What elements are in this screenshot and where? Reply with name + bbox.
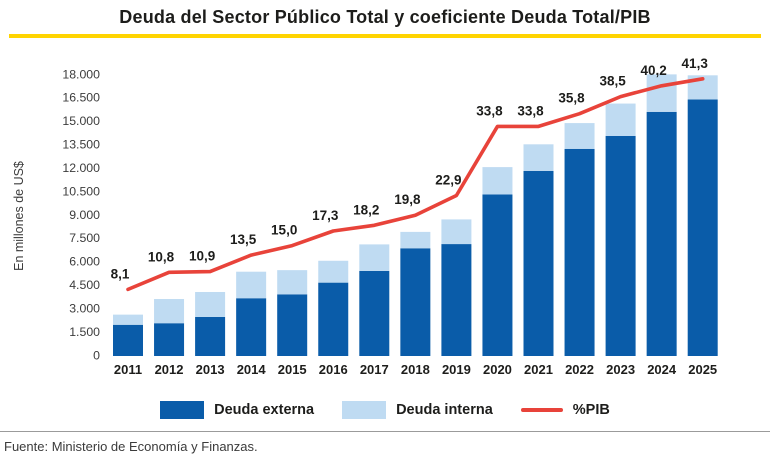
- x-tick-2023: 2023: [606, 362, 635, 377]
- y-tick-label: 3.000: [69, 301, 100, 315]
- pib-value-2014: 13,5: [230, 232, 257, 247]
- deuda-interna-swatch: [342, 401, 387, 419]
- x-tick-2020: 2020: [483, 362, 512, 377]
- pib-line-layer: [126, 77, 705, 292]
- x-axis-years: 2011 2012 2013 2014 2015 2016 2017 2018 2019 2020…: [114, 362, 717, 377]
- pib-value-2015: 15,0: [271, 223, 297, 238]
- y-tick-label: 16.500: [62, 91, 100, 105]
- x-tick-2016: 2016: [319, 362, 348, 377]
- title-underline: [9, 34, 761, 38]
- pib-labels-layer: 8,1 10,8 10,9 13,5 15,0 17,3 18,2 19,8 22,9 33,8 3…: [111, 56, 709, 282]
- bar-externa-2011: [113, 324, 143, 356]
- y-tick-label: 4.500: [69, 278, 100, 292]
- y-tick-label: 6.000: [69, 255, 100, 269]
- y-tick-label: 12.000: [62, 161, 100, 175]
- pib-value-2023: 38,5: [599, 74, 626, 89]
- y-tick-label: 13.500: [62, 138, 100, 152]
- y-tick-label: 9.000: [69, 208, 100, 222]
- x-tick-2018: 2018: [401, 362, 430, 377]
- bar-externa-2019: [441, 244, 472, 356]
- bar-interna-2020: [482, 167, 513, 195]
- legend: Deuda externa Deuda interna %PIB: [0, 398, 770, 422]
- bar-externa-2015: [277, 294, 308, 356]
- x-tick-2025: 2025: [688, 362, 717, 377]
- x-tick-2019: 2019: [442, 362, 471, 377]
- y-tick-label: 10.500: [62, 184, 100, 198]
- pib-label: %PIB: [572, 402, 610, 418]
- pib-value-2011: 8,1: [111, 266, 130, 281]
- bar-interna-2011: [113, 314, 143, 325]
- y-tick-label: 18.000: [62, 67, 100, 81]
- y-tick-label: 7.500: [69, 231, 100, 245]
- pib-value-2019: 22,9: [435, 173, 461, 188]
- pib-value-2025: 41,3: [682, 56, 709, 71]
- bar-externa-2020: [482, 194, 513, 356]
- pib-value-2022: 35,8: [558, 91, 585, 106]
- pib-value-2018: 19,8: [394, 192, 421, 207]
- pib-value-2021: 33,8: [517, 103, 544, 118]
- pib-value-2016: 17,3: [312, 208, 339, 223]
- x-tick-2013: 2013: [196, 362, 225, 377]
- bar-interna-2021: [523, 144, 554, 171]
- bar-externa-2024: [646, 111, 677, 356]
- x-tick-2024: 2024: [647, 362, 677, 377]
- x-tick-2022: 2022: [565, 362, 594, 377]
- pib-line-swatch: [520, 408, 563, 412]
- bar-externa-2022: [564, 148, 595, 356]
- pib-line: [126, 77, 705, 292]
- legend-item-pib: %PIB: [520, 402, 610, 418]
- deuda-interna-label: Deuda interna: [396, 402, 493, 418]
- y-tick-label: 1.500: [69, 325, 100, 339]
- y-axis-ticks: 0 1.500 3.000 4.500 6.000 7.500 9.000 10.500 12.…: [62, 67, 100, 362]
- x-tick-2015: 2015: [278, 362, 307, 377]
- bar-externa-2016: [318, 282, 349, 356]
- bar-externa-2012: [154, 323, 185, 356]
- bar-externa-2023: [605, 135, 636, 356]
- deuda-externa-label: Deuda externa: [214, 402, 315, 418]
- legend-item-deuda-interna: Deuda interna: [342, 401, 493, 419]
- bar-interna-2017: [359, 244, 390, 271]
- bars-layer: [113, 74, 718, 356]
- y-axis-title: En millones de US$: [12, 161, 26, 271]
- bar-interna-2023: [605, 103, 636, 136]
- x-tick-2021: 2021: [524, 362, 553, 377]
- bar-externa-2021: [523, 170, 554, 356]
- y-tick-label: 15.000: [62, 114, 100, 128]
- pib-value-2013: 10,9: [189, 249, 215, 264]
- pib-value-2017: 18,2: [353, 202, 379, 217]
- footer-divider: [0, 431, 770, 432]
- x-tick-2012: 2012: [155, 362, 184, 377]
- legend-item-deuda-externa: Deuda externa: [160, 401, 314, 419]
- y-tick-label: 0: [93, 348, 100, 362]
- bar-interna-2016: [318, 260, 349, 283]
- bar-interna-2019: [441, 219, 472, 245]
- x-tick-2014: 2014: [237, 362, 267, 377]
- bar-externa-2013: [195, 316, 226, 356]
- chart-title: Deuda del Sector Público Total y coefici…: [119, 7, 651, 27]
- bar-interna-2013: [195, 291, 226, 317]
- x-tick-2011: 2011: [114, 362, 142, 377]
- pib-value-2024: 40,2: [641, 63, 667, 78]
- pib-value-2012: 10,8: [148, 249, 175, 264]
- bar-interna-2015: [277, 270, 308, 295]
- bar-externa-2025: [687, 99, 718, 356]
- pib-value-2020: 33,8: [476, 103, 503, 118]
- x-tick-2017: 2017: [360, 362, 389, 377]
- bar-externa-2017: [359, 270, 390, 356]
- bar-interna-2014: [236, 271, 267, 299]
- bar-externa-2018: [400, 248, 431, 356]
- bar-interna-2022: [564, 123, 595, 149]
- bar-interna-2018: [400, 231, 431, 249]
- bar-interna-2012: [154, 299, 185, 324]
- source-note: Fuente: Ministerio de Economía y Finanza…: [4, 439, 258, 454]
- deuda-externa-swatch: [160, 401, 205, 419]
- bar-externa-2014: [236, 298, 267, 356]
- bar-interna-2024: [646, 74, 677, 112]
